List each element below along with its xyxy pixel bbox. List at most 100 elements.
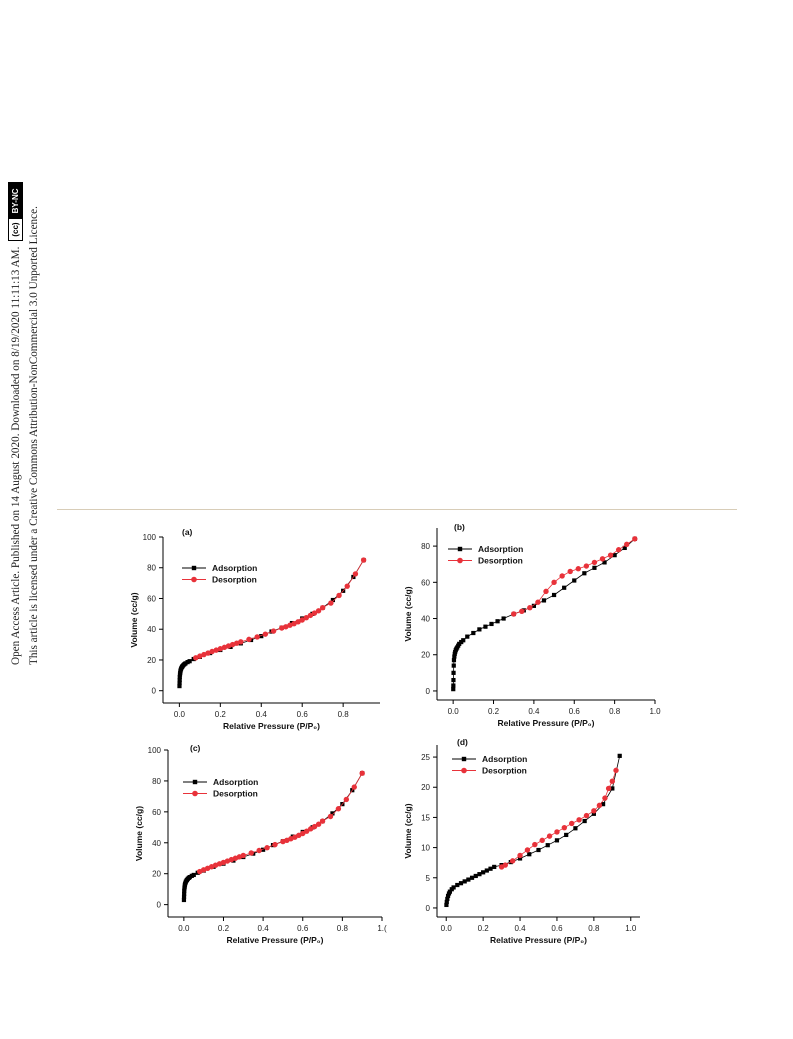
y-tick-label: 20 (421, 783, 430, 792)
data-point-adsorption (451, 677, 456, 683)
x-tick-label: 0.8 (588, 924, 600, 933)
data-point-desorption (511, 611, 517, 617)
data-point-desorption (352, 571, 359, 577)
x-tick-label: 0.0 (441, 924, 453, 933)
data-point-desorption (567, 568, 573, 575)
y-axis-label: Volume (cc/g) (403, 803, 413, 858)
data-point-desorption (351, 784, 357, 790)
y-axis-label: Volume (cc/g) (129, 592, 139, 647)
data-point-desorption (319, 605, 326, 611)
data-point-adsorption (330, 811, 335, 816)
data-point-desorption (583, 812, 590, 819)
data-point-desorption (524, 847, 531, 853)
data-point-desorption (591, 559, 598, 566)
data-point-desorption (307, 612, 314, 619)
data-point-desorption (315, 608, 322, 614)
data-point-desorption (527, 604, 533, 611)
data-point-desorption (248, 850, 254, 856)
y-tick-label: 80 (152, 777, 161, 786)
legend-marker (457, 546, 463, 552)
data-point-desorption (613, 767, 619, 774)
series-desorption (498, 767, 619, 870)
data-point-desorption (254, 634, 260, 640)
panel-title: (a) (182, 527, 193, 537)
panel-title: (b) (454, 522, 465, 532)
data-point-desorption (607, 552, 614, 558)
data-point-desorption (624, 541, 630, 547)
legend-label: Adsorption (482, 754, 527, 764)
data-point-adsorption (177, 683, 182, 689)
y-tick-label: 100 (148, 746, 162, 755)
data-point-desorption (532, 841, 538, 848)
data-point-adsorption (592, 565, 597, 570)
data-point-adsorption (458, 881, 464, 886)
data-point-desorption (519, 608, 525, 614)
data-point-desorption (225, 643, 232, 649)
chart-panel-4: 0.0 0.2 0.4 0.6 0.8 1.0 0 5 10 15 20 25 Relative Pre… (403, 737, 640, 945)
y-tick-label: 20 (421, 651, 430, 660)
y-tick-label: 20 (152, 870, 161, 879)
x-tick-label: 0.6 (569, 707, 581, 716)
legend-marker (192, 790, 198, 797)
x-tick-label: 1.( (377, 924, 387, 933)
data-point-desorption (615, 547, 622, 553)
x-tick-label: 0.2 (215, 710, 227, 719)
page-divider (57, 509, 737, 510)
data-point-adsorption (187, 659, 192, 664)
data-point-adsorption (181, 897, 187, 903)
data-point-desorption (233, 640, 240, 646)
data-point-desorption (304, 828, 310, 834)
data-point-adsorption (455, 882, 460, 888)
y-tick-label: 40 (152, 839, 161, 848)
y-tick-label: 0 (426, 687, 431, 696)
y-tick-label: 100 (143, 533, 157, 542)
data-point-adsorption (451, 670, 456, 675)
y-axis-label: Volume (cc/g) (134, 806, 144, 861)
y-tick-label: 5 (426, 874, 431, 883)
y-tick-label: 10 (421, 844, 430, 853)
x-axis-label: Relative Pressure (P/P₀) (223, 721, 320, 731)
legend-label: Desorption (478, 556, 523, 566)
legend-label: Adsorption (478, 544, 523, 554)
data-point-desorption (328, 600, 334, 606)
data-point-desorption (217, 646, 224, 652)
data-point-adsorption (572, 578, 577, 583)
data-point-desorption (319, 818, 326, 824)
data-point-adsorption (495, 619, 500, 624)
legend-marker (191, 576, 197, 583)
data-point-desorption (197, 868, 203, 875)
x-tick-label: 1.0 (625, 924, 637, 933)
data-point-desorption (264, 845, 270, 851)
x-tick-label: 0.2 (478, 924, 490, 933)
data-point-adsorption (489, 621, 494, 627)
data-point-adsorption (545, 843, 550, 848)
y-tick-label: 0 (426, 904, 431, 913)
data-point-adsorption (465, 634, 470, 639)
data-point-adsorption (451, 663, 456, 668)
data-point-adsorption (612, 553, 617, 558)
data-point-desorption (539, 837, 545, 844)
data-point-adsorption (600, 802, 606, 807)
data-point-desorption (270, 628, 277, 634)
data-point-desorption (591, 808, 597, 814)
data-point-adsorption (451, 683, 456, 688)
data-point-adsorption (177, 674, 182, 679)
chart-panel-2: 0.0 0.2 0.4 0.6 0.8 1.0 0 20 40 60 80 Relative Pres… (403, 522, 661, 728)
x-tick-label: 0.2 (218, 924, 230, 933)
data-point-desorption (335, 806, 342, 812)
series-line-adsorption (446, 755, 621, 905)
data-point-adsorption (536, 847, 541, 853)
data-point-desorption (221, 644, 228, 651)
data-point-desorption (583, 563, 590, 569)
data-point-adsorption (610, 786, 615, 791)
legend-label: Desorption (212, 575, 257, 585)
data-point-adsorption (473, 873, 478, 879)
data-point-adsorption (447, 889, 453, 894)
data-point-desorption (315, 821, 322, 827)
data-point-adsorption (177, 677, 182, 683)
y-tick-label: 80 (421, 542, 430, 551)
data-point-desorption (554, 829, 560, 835)
y-tick-label: 80 (147, 564, 156, 573)
data-point-desorption (535, 599, 541, 605)
data-point-desorption (209, 648, 215, 655)
